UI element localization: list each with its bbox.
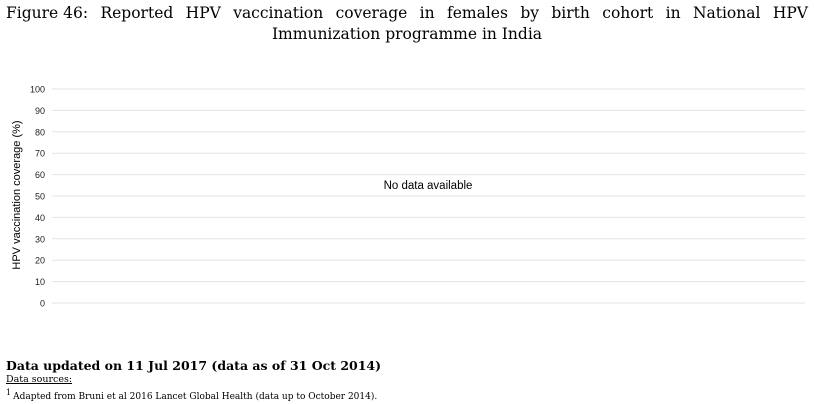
y-tick-label: 50 bbox=[35, 192, 45, 202]
figure-title-word: females bbox=[447, 4, 508, 22]
figure-title-word: in bbox=[665, 4, 681, 22]
no-data-message: No data available bbox=[384, 180, 473, 192]
coverage-chart: 0 10 20 30 40 50 60 70 80 90 100 HPV vaccination c… bbox=[11, 85, 805, 309]
figure-title-word: coverage bbox=[335, 4, 408, 22]
figure-label: Figure 46: bbox=[6, 4, 89, 22]
data-sources-list: 1 Adapted from Bruni et al 2016 Lancet Gl… bbox=[6, 386, 381, 404]
figure-title-word: HPV bbox=[772, 4, 808, 22]
figure-title-line-1: Figure 46: Reported HPV vaccination coverag… bbox=[6, 3, 808, 24]
data-source-text: Adapted from Bruni et al 2016 Lancet Glo… bbox=[13, 392, 378, 402]
figure-title-line-2: Immunization programme in India bbox=[271, 25, 543, 43]
y-tick-label: 0 bbox=[40, 299, 45, 309]
chart-gridlines bbox=[52, 88, 805, 304]
figure-title-word: in bbox=[419, 4, 435, 22]
y-tick-label: 30 bbox=[35, 234, 45, 244]
figure-title-word: vaccination bbox=[233, 4, 324, 22]
figure-title-word: HPV bbox=[185, 4, 221, 22]
y-tick-label: 100 bbox=[30, 85, 45, 95]
y-tick-label: 90 bbox=[35, 106, 45, 116]
figure-title-word: cohort bbox=[602, 4, 654, 22]
data-source-item: 1 Adapted from Bruni et al 2016 Lancet Gl… bbox=[6, 386, 381, 404]
y-tick-label: 70 bbox=[35, 149, 45, 159]
figure-title-word: birth bbox=[551, 4, 590, 22]
y-tick-label: 80 bbox=[35, 127, 45, 137]
figure-title-word: by bbox=[520, 4, 539, 22]
y-axis-ticks: 0 10 20 30 40 50 60 70 80 90 100 bbox=[30, 85, 45, 309]
figure-title-word: National bbox=[692, 4, 761, 22]
data-updated-note: Data updated on 11 Jul 2017 (data as of … bbox=[6, 358, 382, 373]
y-tick-label: 40 bbox=[35, 213, 45, 223]
y-tick-label: 60 bbox=[35, 170, 45, 180]
chart-footer: Data updated on 11 Jul 2017 (data as of … bbox=[6, 358, 381, 404]
data-sources-heading: Data sources: bbox=[6, 374, 73, 385]
y-tick-label: 20 bbox=[35, 256, 45, 266]
y-tick-label: 10 bbox=[35, 277, 45, 287]
footnote-marker: 1 bbox=[6, 388, 12, 397]
figure-title: Figure 46: Reported HPV vaccination coverag… bbox=[6, 3, 808, 45]
y-axis-label: HPV vaccination coverage (%) bbox=[11, 120, 23, 269]
figure-title-word: Reported bbox=[100, 4, 174, 22]
